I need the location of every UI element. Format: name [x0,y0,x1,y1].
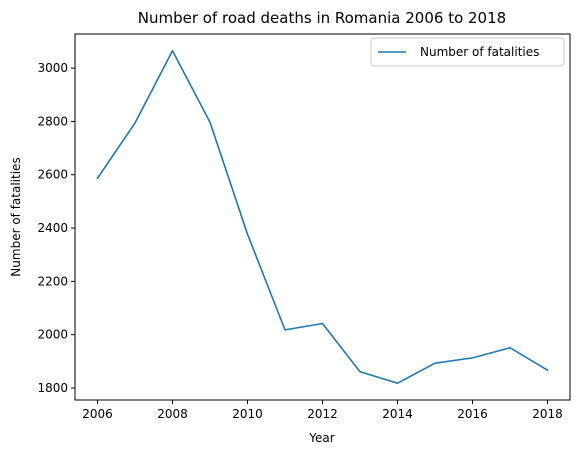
y-axis-label: Number of fatalities [9,157,23,276]
y-tick-label: 2400 [37,221,68,235]
y-tick-label: 2600 [37,168,68,182]
legend: Number of fatalities [370,37,565,67]
x-tick-label: 2014 [382,407,413,421]
plot-area [75,34,570,400]
series-layer [96,49,549,385]
y-axis: 1800 2000 2200 2400 2600 2800 3000 [37,61,75,395]
x-tick-label: 2008 [157,407,188,421]
x-tick-label: 2006 [82,407,113,421]
x-tick-label: 2016 [457,407,488,421]
series-line [96,49,549,385]
y-tick-label: 1800 [37,381,68,395]
x-axis: 2006 2008 2010 2012 2014 2016 2018 [82,400,563,421]
legend-label: Number of fatalities [420,45,539,59]
x-tick-label: 2012 [307,407,338,421]
x-tick-label: 2010 [232,407,263,421]
x-tick-label: 2018 [532,407,563,421]
y-tick-label: 3000 [37,61,68,75]
y-tick-label: 2200 [37,274,68,288]
plot-frame [74,33,571,401]
y-tick-label: 2000 [37,328,68,342]
y-tick-label: 2800 [37,114,68,128]
chart-title: Number of road deaths in Romania 2006 to… [138,9,506,27]
legend-box [370,37,565,67]
x-axis-label: Year [308,431,334,445]
